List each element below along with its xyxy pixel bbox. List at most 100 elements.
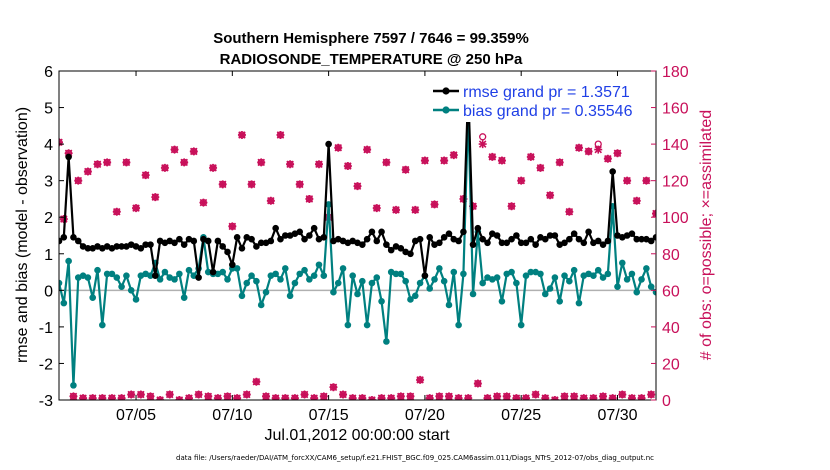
rmse-point <box>407 250 414 258</box>
obs-assimilated-marker <box>107 394 116 400</box>
obs-assimilated-marker <box>473 379 482 388</box>
bias-point <box>411 292 419 300</box>
rmse-point <box>503 239 511 247</box>
bias-point <box>123 272 130 280</box>
bias-point <box>59 279 63 287</box>
obs-assimilated-marker <box>74 176 83 185</box>
obs-assimilated-marker <box>151 193 160 202</box>
obs-assimilated-marker <box>594 145 603 154</box>
obs-assimilated-marker <box>98 394 107 400</box>
obs-assimilated-marker <box>266 196 275 205</box>
obs-assimilated-marker <box>117 394 126 400</box>
rmse-point <box>436 239 443 247</box>
rmse-point <box>277 235 284 243</box>
bias-point <box>460 270 467 278</box>
rmse-point <box>65 153 72 161</box>
y2-tick-label: 180 <box>662 64 689 81</box>
obs-count-series <box>59 130 656 400</box>
obs-assimilated-marker <box>493 392 502 400</box>
obs-assimilated-marker <box>122 158 131 167</box>
bias-point <box>570 266 578 274</box>
bias-point <box>262 288 270 296</box>
bias-point <box>537 270 544 278</box>
bias-point <box>108 270 116 278</box>
bias-point <box>306 276 313 283</box>
bias-point <box>638 276 645 283</box>
obs-assimilated-marker <box>497 156 506 165</box>
bias-point <box>257 301 265 309</box>
bias-point <box>383 338 390 345</box>
obs-assimilated-marker <box>608 394 617 400</box>
rmse-point <box>253 243 260 250</box>
obs-assimilated-marker <box>300 390 309 399</box>
x-tick-label: 07/10 <box>212 407 252 424</box>
obs-assimilated-marker <box>541 394 550 400</box>
bias-point <box>84 274 92 281</box>
obs-assimilated-marker <box>233 394 242 400</box>
obs-assimilated-marker <box>363 145 372 154</box>
plot-frame <box>58 70 657 401</box>
obs-assimilated-marker <box>488 152 497 161</box>
obs-assimilated-marker <box>339 390 348 399</box>
obs-assimilated-marker <box>276 130 285 139</box>
y-tick-label: -2 <box>39 356 53 373</box>
bias-point <box>628 270 636 278</box>
obs-assimilated-marker <box>522 394 531 400</box>
rmse-point <box>373 237 381 245</box>
legend-bias-marker <box>442 106 450 114</box>
y-axis-left: -3 -2 -1 0 1 2 3 4 5 6 <box>39 64 64 410</box>
bias-point <box>566 277 573 285</box>
bias-point <box>118 283 125 290</box>
obs-assimilated-marker <box>454 394 463 400</box>
legend-rmse-label: rmse grand pr = 1.3571 <box>463 84 630 101</box>
rmse-point <box>257 239 265 247</box>
obs-assimilated-marker <box>420 156 429 165</box>
obs-assimilated-marker <box>425 394 434 400</box>
bias-point <box>147 272 154 280</box>
y2-tick-label: 160 <box>662 101 689 118</box>
bias-point <box>243 279 251 287</box>
rmse-point <box>238 244 246 252</box>
obs-assimilated-marker <box>406 392 415 400</box>
data-file-note: data file: /Users/raeder/DAI/ATM_forcXX/… <box>176 454 654 462</box>
rmse-point <box>532 241 539 248</box>
bias-point <box>541 290 549 298</box>
obs-assimilated-marker <box>507 202 516 211</box>
obs-assimilated-marker <box>589 394 598 400</box>
bias-point <box>354 290 361 298</box>
obs-assimilated-marker <box>353 182 362 191</box>
bias-point <box>633 288 641 296</box>
x-axis-label: Jul.01,2012 00:00:00 start <box>264 427 450 444</box>
rmse-point <box>147 241 154 248</box>
bias-point <box>551 274 559 281</box>
bias-point <box>546 285 554 292</box>
bias-point <box>561 272 568 280</box>
rmse-point <box>455 237 462 245</box>
obs-assimilated-marker <box>469 202 478 211</box>
bias-point <box>291 279 299 287</box>
bias-point <box>233 265 241 272</box>
bias-point <box>604 270 612 278</box>
rmse-point <box>359 241 366 248</box>
rmse-point <box>513 232 520 239</box>
bias-point <box>65 257 72 265</box>
rmse-point <box>281 232 289 239</box>
rmse-point <box>638 235 645 243</box>
obs-assimilated-marker <box>213 394 222 400</box>
bias-point <box>60 299 68 307</box>
obs-assimilated-marker <box>184 394 193 400</box>
chart-title: Southern Hemisphere 7597 / 7646 = 99.359… <box>213 30 529 47</box>
obs-assimilated-marker <box>194 390 203 399</box>
y-tick-label: 1 <box>44 247 53 264</box>
rmse-point <box>176 235 183 243</box>
rmse-point <box>214 237 222 245</box>
rmse-point <box>320 234 328 241</box>
bias-point <box>70 382 77 389</box>
rmse-point <box>195 274 202 281</box>
bias-point <box>330 288 337 296</box>
obs-assimilated-marker <box>348 394 357 400</box>
bias-point <box>185 266 193 274</box>
obs-assimilated-marker <box>416 375 425 384</box>
obs-assimilated-marker <box>430 200 439 209</box>
rmse-point <box>517 239 525 247</box>
